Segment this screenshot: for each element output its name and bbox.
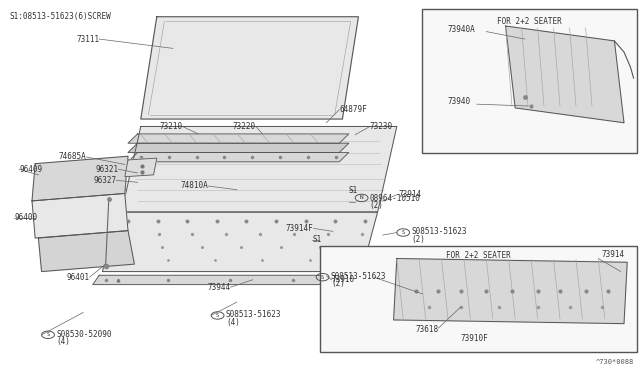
Text: (4): (4) <box>56 337 70 346</box>
Text: S1: S1 <box>312 235 321 244</box>
Text: S08513-51623: S08513-51623 <box>226 310 282 319</box>
Polygon shape <box>128 143 349 153</box>
Text: (2): (2) <box>331 279 345 288</box>
Text: 96327: 96327 <box>93 176 116 185</box>
Text: FOR 2+2 SEATER: FOR 2+2 SEATER <box>497 17 562 26</box>
Polygon shape <box>122 126 397 212</box>
Text: (2): (2) <box>369 201 383 210</box>
Text: 73618: 73618 <box>416 325 439 334</box>
Polygon shape <box>32 193 128 238</box>
Text: S1:08513-51623(6)SCREW: S1:08513-51623(6)SCREW <box>10 12 111 21</box>
Text: 73944: 73944 <box>207 283 230 292</box>
Text: 73940: 73940 <box>448 97 471 106</box>
Text: 74810A: 74810A <box>180 182 208 190</box>
Text: 08964-10510: 08964-10510 <box>369 194 420 203</box>
Polygon shape <box>32 156 128 201</box>
Text: 73910: 73910 <box>332 275 355 284</box>
Text: 73220: 73220 <box>233 122 256 131</box>
Bar <box>422 9 637 153</box>
Bar <box>320 246 637 352</box>
Polygon shape <box>506 26 624 123</box>
Text: 73914F: 73914F <box>286 224 314 233</box>
Text: 73210: 73210 <box>159 122 182 131</box>
Text: FOR 2+2 SEATER: FOR 2+2 SEATER <box>446 251 511 260</box>
Text: 96409: 96409 <box>19 165 42 174</box>
Text: (4): (4) <box>226 318 240 327</box>
Polygon shape <box>128 153 349 162</box>
Text: 73910F: 73910F <box>461 334 488 343</box>
Polygon shape <box>93 275 362 285</box>
Text: 73940A: 73940A <box>448 25 476 33</box>
Text: 96321: 96321 <box>95 165 118 174</box>
Text: 73914: 73914 <box>602 250 625 259</box>
Text: 96400: 96400 <box>14 213 37 222</box>
Polygon shape <box>394 259 627 324</box>
Text: S: S <box>216 313 220 318</box>
Text: ^730*0088: ^730*0088 <box>595 359 634 365</box>
Polygon shape <box>125 158 157 177</box>
Polygon shape <box>38 231 134 272</box>
Text: S: S <box>401 230 405 235</box>
Text: 73914: 73914 <box>398 190 421 199</box>
Text: S08513-51623: S08513-51623 <box>412 227 467 236</box>
Text: S1: S1 <box>349 186 358 195</box>
Text: S: S <box>321 275 324 280</box>
Text: 74685A: 74685A <box>59 153 86 161</box>
Text: 64879F: 64879F <box>339 105 367 114</box>
Text: 73111: 73111 <box>76 35 99 44</box>
Text: 73230: 73230 <box>370 122 393 131</box>
Text: S08530-52090: S08530-52090 <box>56 330 112 339</box>
Text: S: S <box>46 332 50 337</box>
Polygon shape <box>128 134 349 143</box>
Polygon shape <box>141 17 358 119</box>
Text: N: N <box>360 195 364 201</box>
Polygon shape <box>102 212 378 272</box>
Text: (2): (2) <box>412 235 426 244</box>
Text: S08513-51623: S08513-51623 <box>331 272 387 281</box>
Text: 96401: 96401 <box>67 273 90 282</box>
